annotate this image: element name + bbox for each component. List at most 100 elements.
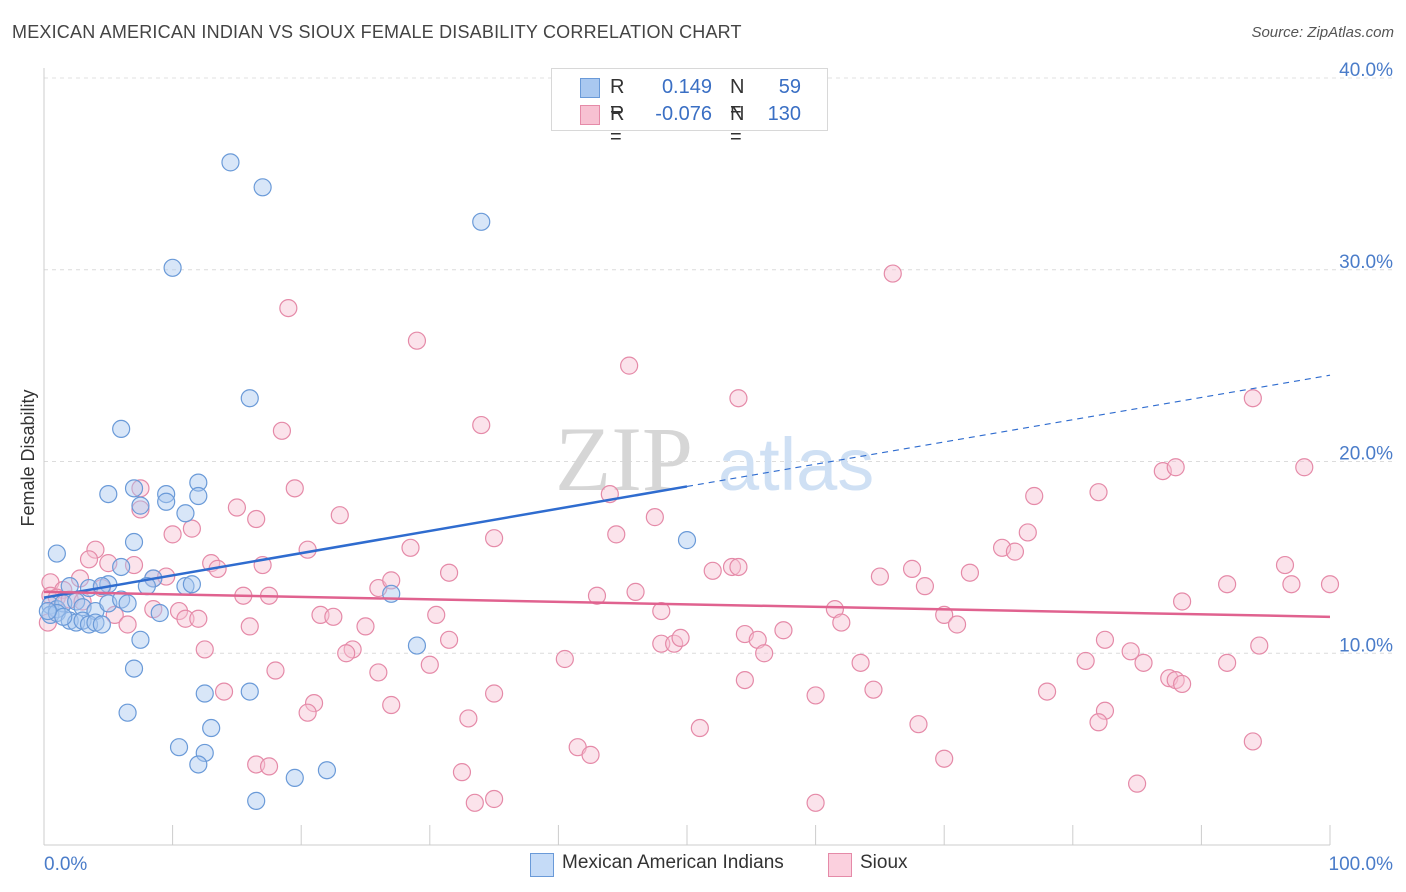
point-mexican-american-indians: [407, 636, 427, 655]
y-axis-label: Female Disability: [18, 389, 38, 526]
bottom-legend-swatch-pink: [828, 853, 852, 877]
point-sioux: [832, 613, 851, 632]
legend-n-label: N =: [730, 76, 745, 121]
point-sioux: [195, 640, 214, 659]
point-sioux: [266, 661, 285, 680]
y-tick-labels: 10.0% 20.0% 30.0% 40.0%: [1339, 60, 1393, 656]
point-sioux: [1295, 458, 1314, 477]
point-sioux: [298, 540, 317, 559]
point-sioux: [407, 331, 427, 350]
point-mexican-american-indians: [677, 531, 697, 550]
bottom-legend-label: Mexican American Indians: [562, 852, 784, 873]
point-sioux: [356, 617, 375, 636]
point-mexican-american-indians: [157, 484, 176, 504]
point-sioux: [1282, 575, 1301, 594]
point-sioux: [240, 617, 259, 636]
point-sioux: [420, 655, 439, 674]
point-sioux: [581, 745, 600, 764]
point-sioux: [247, 509, 266, 529]
point-sioux: [337, 644, 356, 663]
point-sioux: [1025, 486, 1044, 506]
point-sioux: [163, 525, 182, 544]
point-mexican-american-indians: [195, 684, 214, 703]
point-mexican-american-indians: [124, 532, 144, 552]
point-sioux: [382, 571, 401, 590]
point-sioux: [1134, 653, 1153, 672]
legend-swatch-blue: [580, 78, 600, 98]
legend-r-value: -0.076: [655, 103, 712, 125]
point-sioux: [79, 550, 99, 569]
point-sioux: [652, 601, 671, 621]
point-mexican-american-indians: [221, 153, 240, 172]
point-mexican-american-indians: [118, 703, 137, 722]
point-sioux: [1243, 732, 1262, 751]
point-sioux: [935, 749, 954, 768]
point-sioux: [131, 500, 150, 519]
point-sioux: [105, 605, 124, 625]
point-sioux: [439, 630, 459, 649]
source-label: Source: ZipAtlas.com: [1251, 24, 1394, 41]
point-mexican-american-indians: [112, 557, 131, 577]
legend-n-value: 130: [767, 103, 801, 125]
point-sioux: [1095, 630, 1115, 649]
point-sioux: [1250, 636, 1269, 655]
legend-r-label: R =: [610, 76, 625, 121]
point-mexican-american-indians: [157, 492, 176, 511]
point-sioux: [189, 609, 208, 628]
y-tick-label: 30.0%: [1339, 252, 1393, 273]
point-mexican-american-indians: [79, 615, 99, 634]
point-sioux: [626, 582, 645, 601]
point-sioux: [1018, 523, 1037, 542]
point-sioux: [1275, 555, 1295, 575]
point-sioux: [86, 540, 105, 559]
point-sioux: [729, 389, 748, 408]
point-sioux: [118, 615, 137, 634]
point-sioux: [382, 695, 401, 715]
point-mexican-american-indians: [195, 743, 214, 763]
point-sioux: [722, 557, 742, 577]
point-mexican-american-indians: [92, 615, 111, 634]
point-sioux: [259, 757, 279, 776]
watermark-zip: ZIP: [555, 408, 693, 510]
y-tick-label: 10.0%: [1339, 635, 1393, 656]
point-mexican-american-indians: [86, 613, 105, 632]
point-sioux: [883, 264, 902, 283]
point-mexican-american-indians: [189, 486, 208, 506]
point-sioux: [902, 559, 922, 578]
point-sioux: [285, 479, 304, 498]
point-sioux: [915, 577, 935, 596]
point-sioux: [755, 644, 774, 663]
point-mexican-american-indians: [285, 768, 304, 787]
point-sioux: [1127, 774, 1147, 793]
point-sioux: [703, 561, 722, 580]
point-mexican-american-indians: [54, 607, 73, 626]
point-sioux: [176, 609, 195, 628]
trend-line-sioux: [43, 590, 1331, 619]
point-sioux: [1320, 575, 1340, 594]
point-sioux: [1089, 713, 1108, 732]
point-mexican-american-indians: [118, 594, 137, 613]
point-sioux: [427, 605, 446, 625]
point-mexican-american-indians: [182, 575, 201, 594]
bottom-legend-label: Sioux: [860, 852, 908, 873]
point-mexican-american-indians: [150, 603, 169, 623]
point-mexican-american-indians: [99, 484, 118, 504]
point-sioux: [806, 686, 825, 705]
point-sioux: [620, 356, 639, 375]
point-mexican-american-indians: [131, 496, 150, 515]
point-sioux: [439, 563, 459, 582]
watermark: ZIP atlas: [555, 408, 874, 510]
point-sioux: [298, 703, 317, 722]
point-mexican-american-indians: [176, 504, 195, 523]
trend-lines: [43, 374, 1331, 619]
point-mexican-american-indians: [247, 791, 266, 810]
point-sioux: [690, 718, 709, 738]
point-sioux: [485, 684, 504, 703]
point-sioux: [1173, 674, 1192, 694]
point-sioux: [1243, 389, 1262, 408]
point-sioux: [279, 299, 298, 318]
point-sioux: [947, 615, 967, 634]
point-sioux: [1089, 483, 1108, 502]
point-sioux: [1173, 592, 1192, 611]
